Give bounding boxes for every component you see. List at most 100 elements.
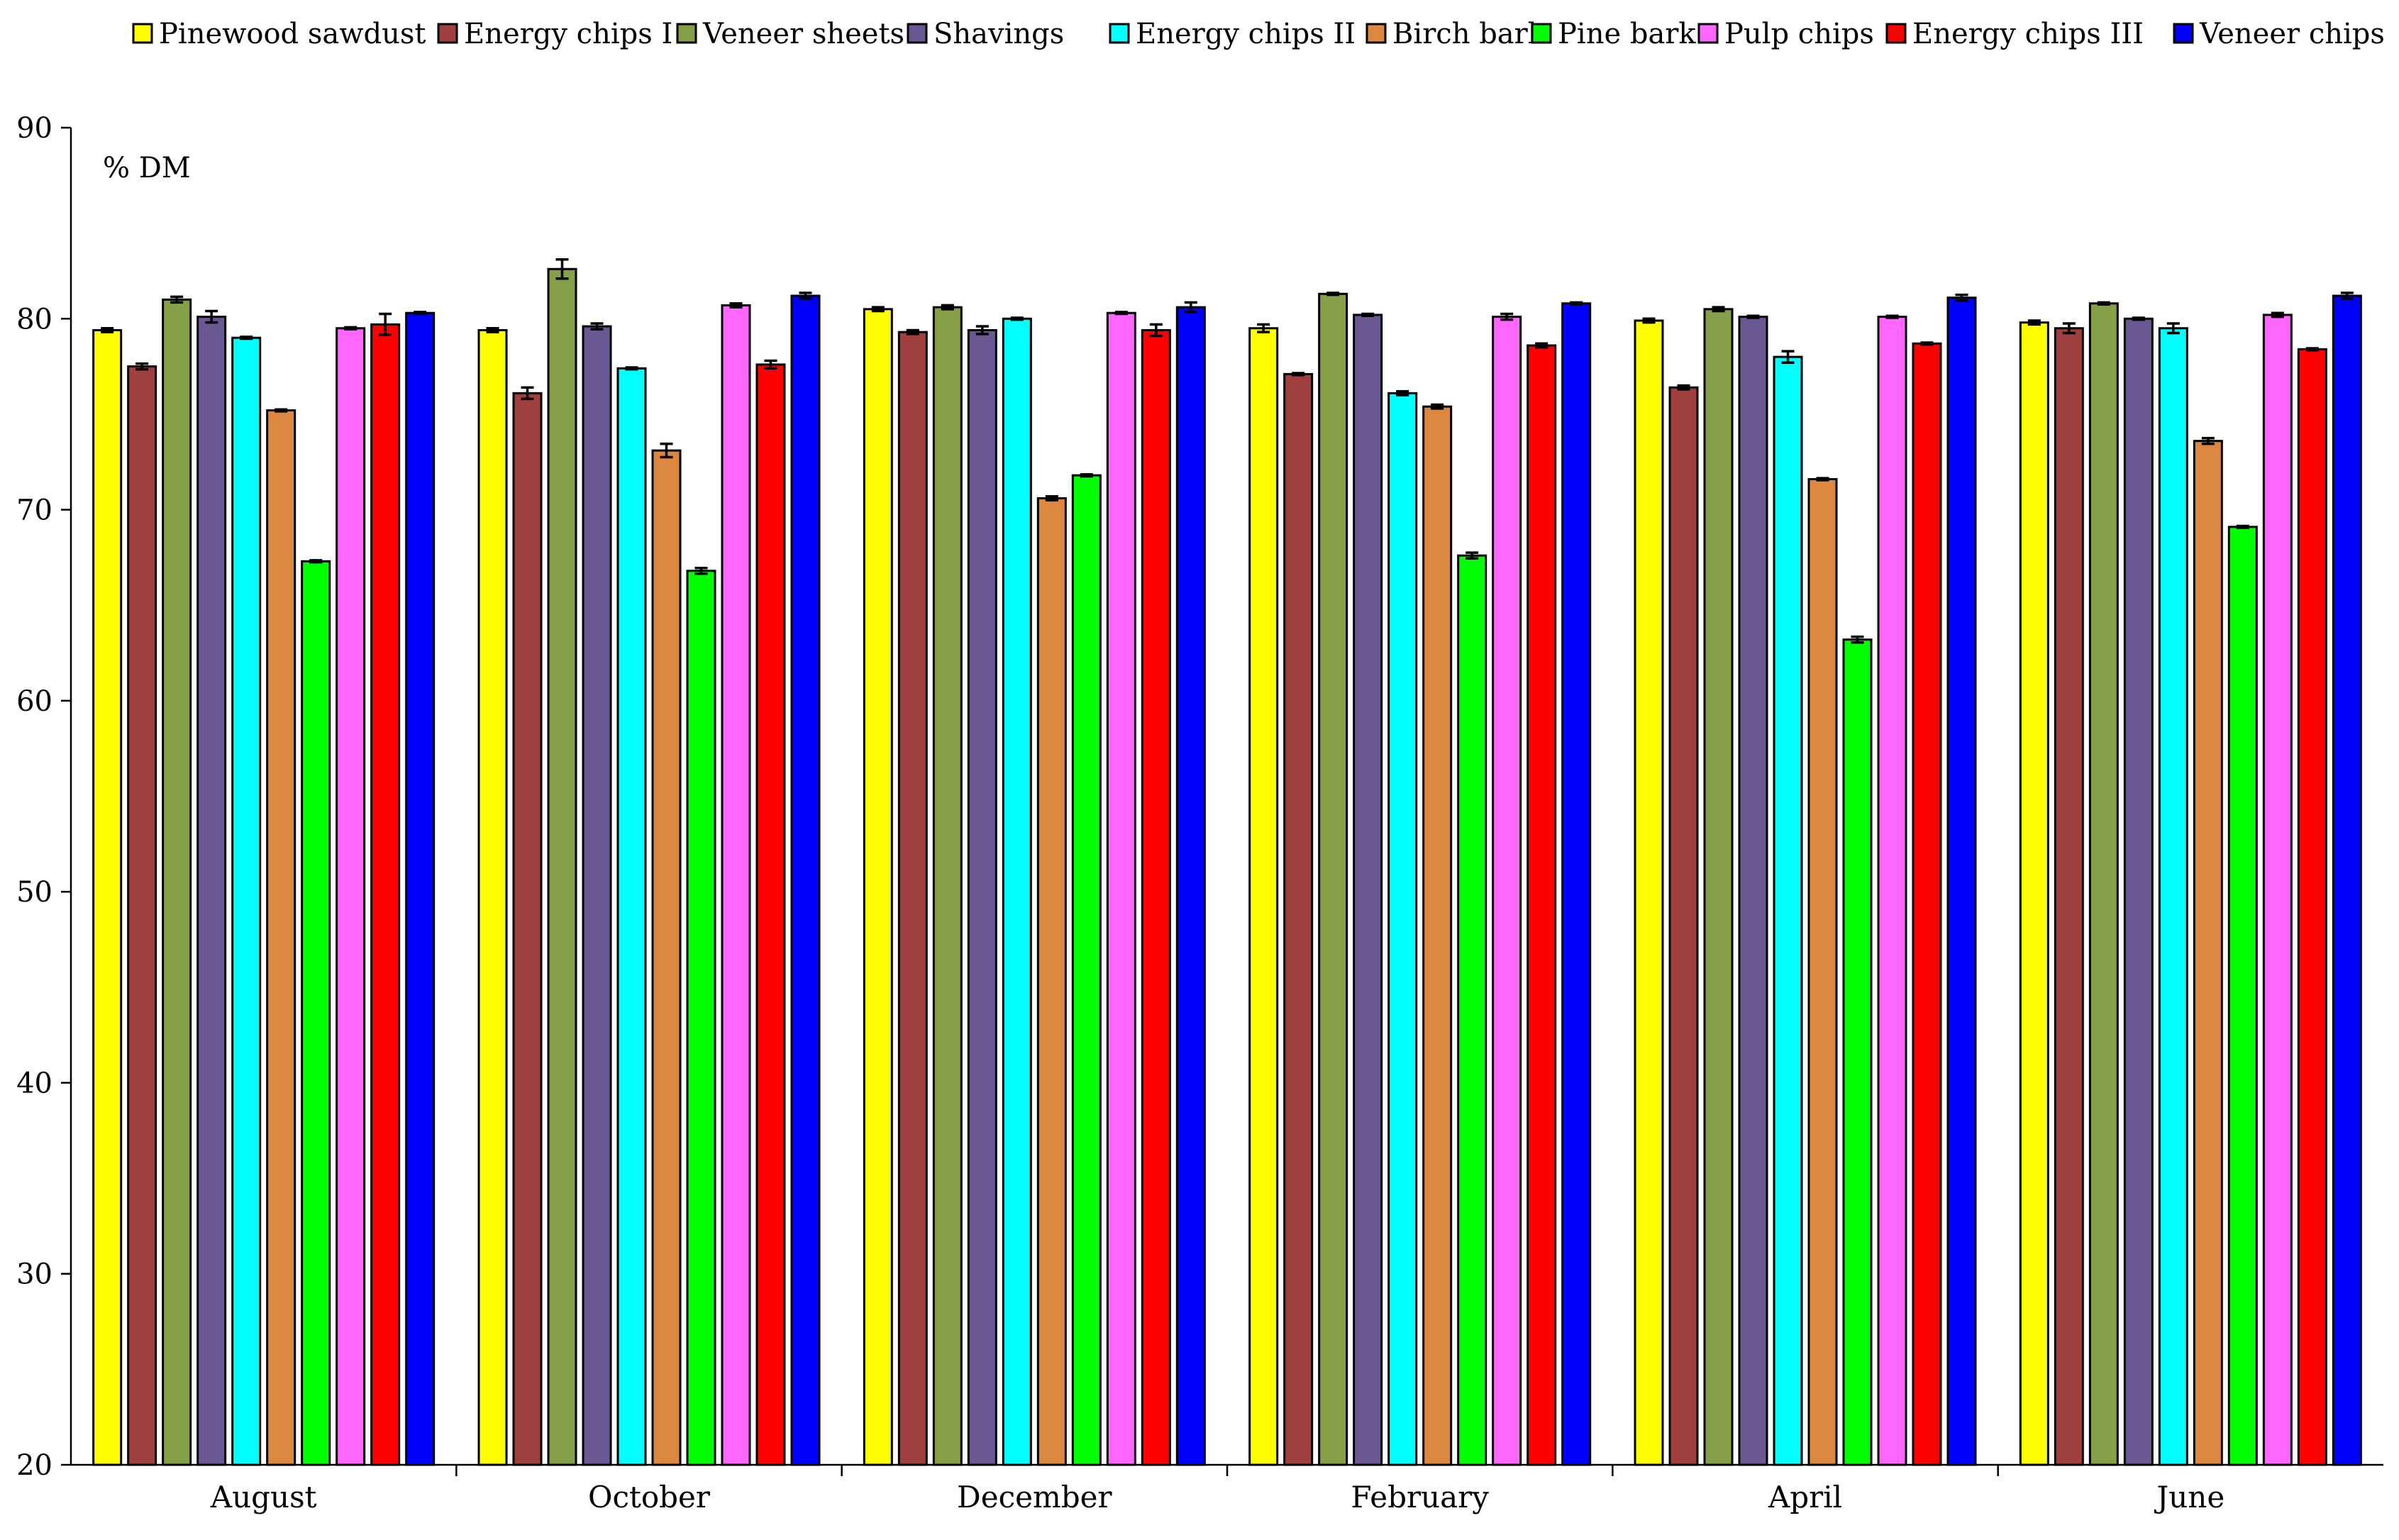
legend-label-pine-bark: Pine bark (1558, 18, 1696, 50)
legend-swatch-energy-chips-iii (1885, 23, 1907, 44)
bar-veneer-sheets-august (162, 298, 192, 1466)
error-bar-energy-chips-i-june (2062, 322, 2076, 335)
legend-label-energy-chips-ii: Energy chips II (1136, 18, 1356, 50)
error-bar-veneer-sheets-april (1712, 306, 1725, 313)
error-bar-veneer-chips-august (414, 311, 427, 316)
bar-pulp-chips-february (1492, 316, 1522, 1466)
error-bar-energy-chips-iii-june (2305, 347, 2319, 352)
error-bar-veneer-sheets-october (555, 258, 569, 280)
bar-energy-chips-i-april (1668, 386, 1699, 1466)
error-bar-veneer-sheets-august (170, 295, 184, 304)
legend-label-energy-chips-iii: Energy chips III (1912, 18, 2144, 50)
error-bar-energy-chips-i-february (1292, 372, 1305, 377)
x-tick-label: October (588, 1480, 711, 1514)
legend-label-shavings: Shavings (933, 18, 1064, 50)
error-bar-pulp-chips-december (1114, 311, 1128, 316)
error-bar-birch-bark-october (660, 442, 673, 459)
bar-energy-chips-ii-june (2158, 327, 2188, 1466)
error-bar-energy-chips-ii-february (1396, 389, 1409, 397)
error-bar-pulp-chips-february (1500, 312, 1514, 321)
bar-pinewood-sawdust-june (2019, 321, 2049, 1466)
bar-shavings-february (1353, 314, 1383, 1466)
error-bar-energy-chips-i-april (1677, 384, 1690, 391)
error-bar-pinewood-sawdust-february (1257, 323, 1270, 333)
bar-birch-bark-april (1807, 477, 1838, 1466)
bar-energy-chips-iii-february (1527, 344, 1557, 1466)
error-bar-shavings-april (1746, 314, 1760, 319)
legend-swatch-veneer-chips (2173, 23, 2194, 44)
error-bar-energy-chips-iii-december (1149, 323, 1163, 338)
error-bar-shavings-february (1361, 312, 1375, 317)
x-tick-label: December (957, 1480, 1112, 1514)
x-tick-label: February (1351, 1480, 1489, 1514)
legend-label-veneer-chips: Veneer chips (2199, 18, 2385, 50)
bar-pinewood-sawdust-december (863, 308, 893, 1466)
bar-shavings-december (967, 328, 997, 1466)
bar-veneer-chips-june (2332, 294, 2362, 1466)
bar-shavings-june (2123, 317, 2154, 1466)
bar-energy-chips-ii-april (1773, 355, 1803, 1466)
error-bar-veneer-chips-october (799, 292, 812, 300)
bar-energy-chips-ii-december (1002, 317, 1032, 1466)
bar-pinewood-sawdust-april (1634, 319, 1664, 1466)
error-bar-pulp-chips-august (344, 326, 358, 331)
bar-veneer-sheets-october (547, 267, 577, 1466)
error-bar-energy-chips-i-october (521, 386, 534, 401)
legend-swatch-pulp-chips (1697, 23, 1719, 44)
bar-pine-bark-august (301, 560, 331, 1466)
y-tick-label: 40 (16, 1067, 52, 1099)
bar-shavings-october (582, 325, 612, 1466)
bar-veneer-chips-april (1946, 297, 1977, 1466)
bar-veneer-sheets-february (1318, 292, 1348, 1466)
error-bar-energy-chips-iii-august (379, 312, 392, 336)
bar-energy-chips-iii-june (2297, 348, 2327, 1466)
bar-birch-bark-august (266, 409, 297, 1466)
bar-pine-bark-june (2227, 526, 2258, 1466)
error-bar-veneer-chips-december (1184, 301, 1197, 314)
error-bar-pine-bark-february (1466, 551, 1479, 560)
bar-veneer-sheets-june (2088, 302, 2119, 1466)
chart-legend: Pinewood sawdust Energy chips I Veneer she… (132, 18, 2385, 50)
error-bar-energy-chips-ii-august (240, 336, 253, 340)
bar-pulp-chips-june (2262, 314, 2293, 1466)
legend-swatch-shavings (907, 23, 928, 44)
error-bar-energy-chips-iii-february (1535, 342, 1548, 349)
error-bar-pinewood-sawdust-august (101, 327, 114, 333)
error-bar-pulp-chips-june (2271, 311, 2284, 318)
error-bar-veneer-chips-april (1955, 293, 1968, 302)
legend-label-energy-chips-i: Energy chips I (464, 18, 672, 50)
bar-pine-bark-december (1071, 474, 1102, 1466)
x-tick-label: April (1768, 1480, 1842, 1514)
bar-pine-bark-april (1842, 638, 1873, 1466)
bar-shavings-august (196, 316, 227, 1466)
error-bar-pine-bark-august (309, 559, 323, 564)
bar-energy-chips-i-august (127, 365, 157, 1466)
legend-label-pinewood-sawdust: Pinewood sawdust (159, 18, 426, 50)
error-bar-pine-bark-october (694, 566, 708, 575)
bar-veneer-chips-october (790, 294, 821, 1466)
error-bar-shavings-august (205, 309, 218, 324)
bar-energy-chips-i-february (1283, 372, 1314, 1466)
bar-energy-chips-iii-april (1912, 342, 1942, 1466)
bar-shavings-april (1738, 316, 1768, 1466)
legend-label-pulp-chips: Pulp chips (1724, 18, 1874, 50)
error-bar-energy-chips-iii-october (764, 359, 777, 370)
bar-pine-bark-october (686, 570, 716, 1466)
bar-birch-bark-february (1422, 405, 1453, 1466)
error-bar-birch-bark-december (1045, 494, 1058, 502)
bar-energy-chips-ii-february (1387, 392, 1418, 1466)
bar-birch-bark-october (651, 449, 682, 1466)
y-tick-label: 60 (16, 685, 52, 718)
bar-veneer-chips-december (1175, 306, 1206, 1466)
error-bar-pine-bark-june (2236, 524, 2249, 529)
error-bar-birch-bark-april (1816, 477, 1829, 482)
x-tick-label: August (210, 1480, 317, 1514)
legend-label-birch-bark: Birch bark (1392, 18, 1546, 50)
error-bar-pinewood-sawdust-december (871, 306, 885, 313)
error-bar-energy-chips-i-december (906, 328, 919, 336)
legend-swatch-energy-chips-ii (1109, 23, 1130, 44)
bar-pine-bark-february (1457, 554, 1487, 1466)
bar-energy-chips-iii-august (370, 323, 401, 1466)
error-bar-energy-chips-ii-june (2166, 322, 2180, 335)
bar-pinewood-sawdust-august (92, 328, 123, 1466)
